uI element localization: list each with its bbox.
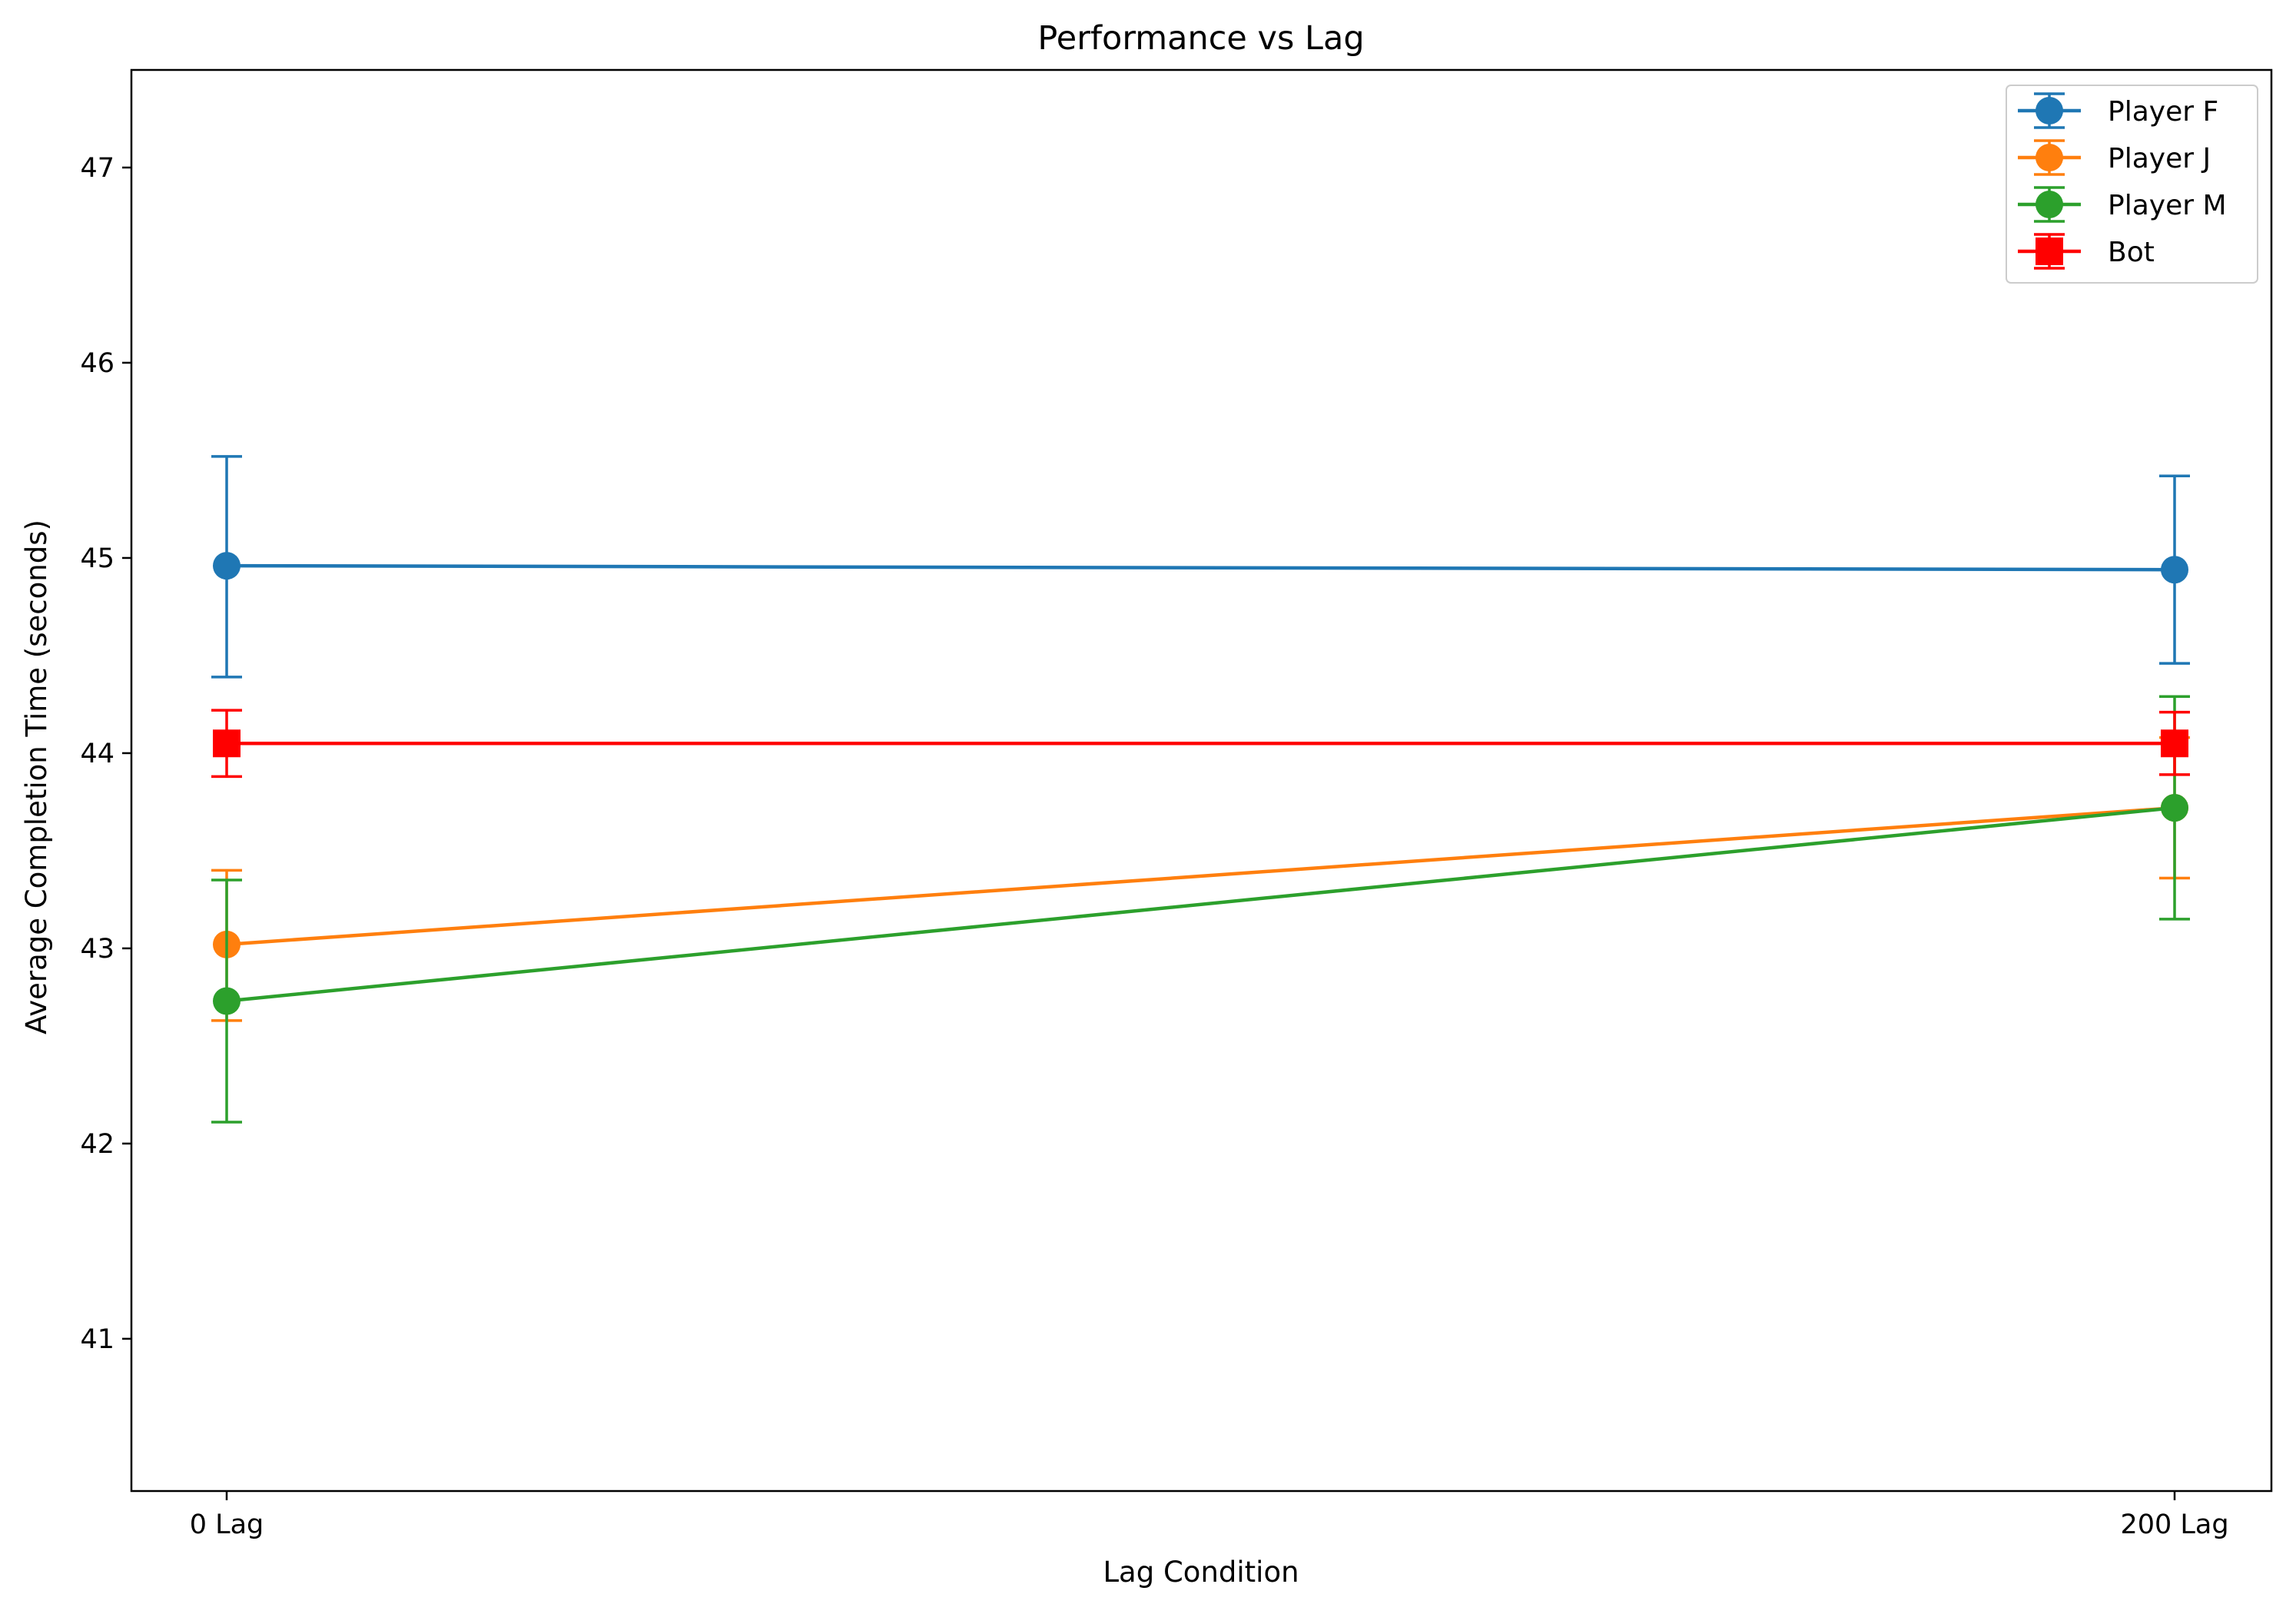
series-line <box>226 805 2175 1003</box>
plot-marks <box>211 455 2190 1124</box>
series-line <box>226 563 2175 572</box>
data-point <box>2161 556 2188 584</box>
legend-label: Player F <box>2108 96 2218 128</box>
x-tick-label: 200 Lag <box>2120 1509 2228 1540</box>
y-tick-label: 47 <box>80 153 114 184</box>
plot-frame <box>130 68 2273 1493</box>
y-tick-label: 46 <box>80 348 114 379</box>
legend-label: Player J <box>2108 143 2211 174</box>
data-point <box>213 729 241 758</box>
x-axis-label: Lag Condition <box>1103 1556 1299 1589</box>
legend-marker <box>2036 144 2063 171</box>
series-player-f <box>211 455 2190 679</box>
y-axis-label: Average Completion Time (seconds) <box>20 520 53 1034</box>
legend-label: Bot <box>2108 237 2155 268</box>
data-point <box>2161 729 2188 758</box>
legend-item: Player M <box>2018 186 2227 223</box>
y-tick-label: 44 <box>80 739 114 769</box>
legend-item: Player F <box>2018 92 2218 129</box>
y-tick-label: 45 <box>80 543 114 574</box>
legend-item: Bot <box>2018 233 2155 270</box>
legend-marker <box>2036 97 2063 125</box>
series-player-m <box>211 695 2190 1124</box>
legend-marker <box>2036 237 2063 265</box>
chart-title: Performance vs Lag <box>1037 19 1364 58</box>
y-axis: 41 42 43 44 45 46 47 <box>80 153 131 1355</box>
series-bot <box>211 709 2190 779</box>
y-tick-label: 41 <box>80 1324 114 1355</box>
legend-marker <box>2036 191 2063 218</box>
y-tick-label: 42 <box>80 1129 114 1160</box>
legend-item: Player J <box>2018 139 2211 176</box>
series-line <box>226 805 2175 947</box>
legend: Player F Player J Player M Bot <box>2006 85 2258 284</box>
x-axis: 0 Lag 200 Lag <box>190 1491 2229 1540</box>
y-tick-label: 43 <box>80 934 114 965</box>
legend-label: Player M <box>2108 190 2227 221</box>
x-tick-label: 0 Lag <box>190 1509 264 1540</box>
data-point <box>213 987 241 1015</box>
data-point <box>213 552 241 580</box>
data-point <box>2161 794 2188 822</box>
legend-box <box>2006 85 2258 284</box>
